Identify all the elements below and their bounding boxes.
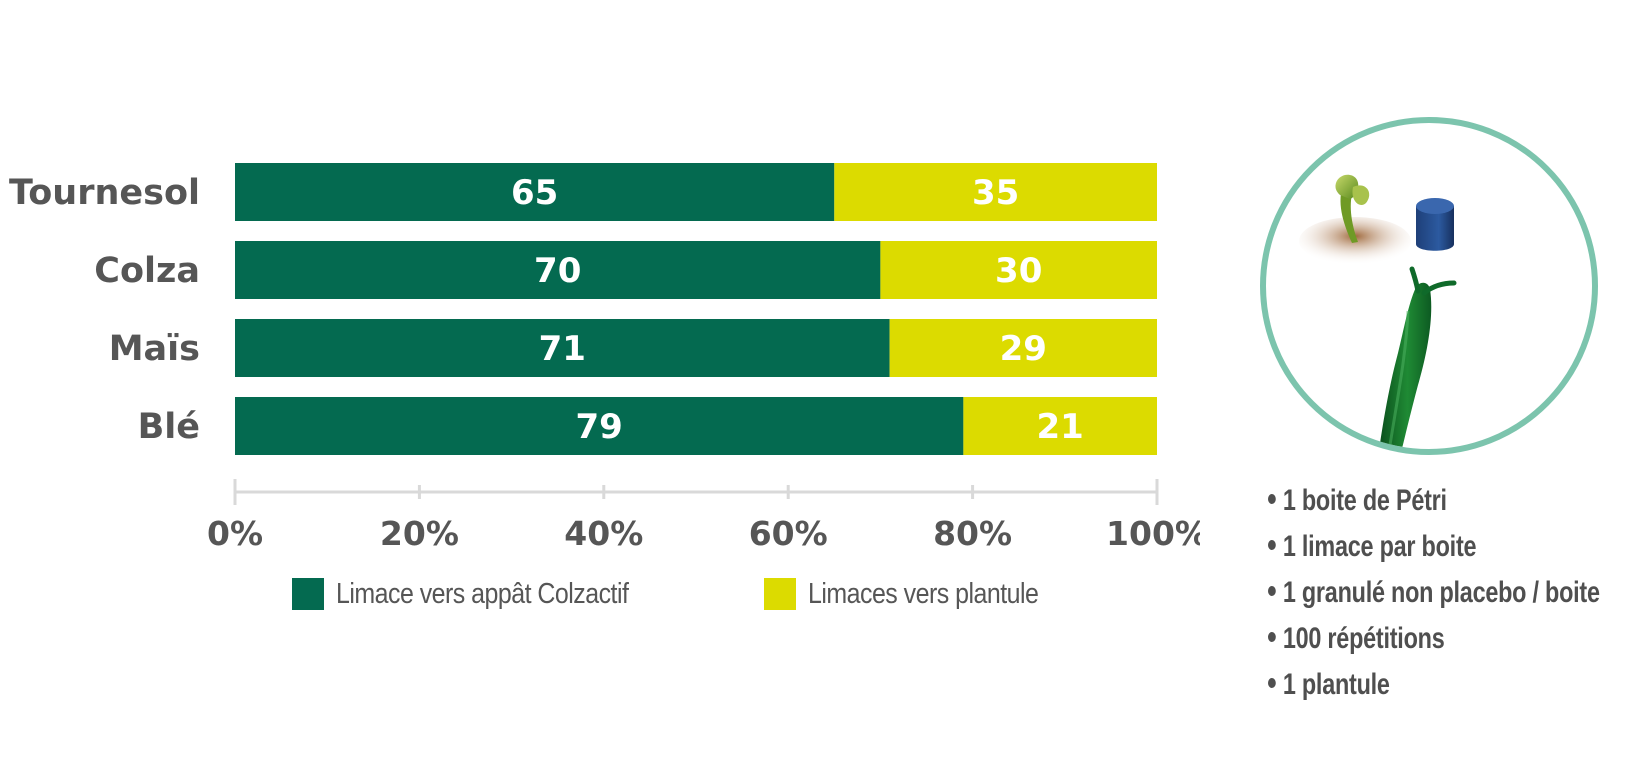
bar-segment xyxy=(235,397,964,455)
bar-segment xyxy=(235,319,890,377)
category-label: Colza xyxy=(94,251,200,291)
legend-item-seedling: Limaces vers plantule xyxy=(764,574,1076,614)
note-item: 1 plantule xyxy=(1268,662,1557,708)
bar-segment xyxy=(834,163,1157,221)
x-tick-label: 40% xyxy=(564,514,643,553)
petri-dish-outline xyxy=(1260,117,1598,455)
data-label: 71 xyxy=(539,329,586,369)
bullet-icon xyxy=(1268,540,1276,551)
bar-segment xyxy=(235,241,881,299)
legend-swatch-seedling xyxy=(764,578,796,610)
data-label: 21 xyxy=(1037,407,1084,447)
data-label: 65 xyxy=(511,173,558,213)
bar-segment xyxy=(963,397,1157,455)
x-tick-label: 20% xyxy=(380,514,459,553)
x-tick-label: 60% xyxy=(749,514,828,553)
data-label: 30 xyxy=(995,251,1042,291)
bar-chart: Tournesol Colza Maïs Blé 65 35 70 30 71 29 79 21 0… xyxy=(9,163,1200,553)
legend-label-seedling: Limaces vers plantule xyxy=(808,577,1039,610)
category-label: Maïs xyxy=(109,329,200,369)
bar-segment xyxy=(235,163,835,221)
note-text: 1 plantule xyxy=(1282,668,1390,701)
note-text: 1 boite de Pétri xyxy=(1282,484,1447,517)
category-label: Tournesol xyxy=(9,173,200,213)
seedling-icon xyxy=(1299,174,1411,265)
bullet-icon xyxy=(1268,586,1276,597)
note-item: 1 granulé non placebo / boite xyxy=(1268,570,1600,616)
bullet-icon xyxy=(1268,632,1276,643)
note-item: 1 limace par boite xyxy=(1268,524,1557,570)
chart-legend: Limace vers appât Colzactif Limaces vers… xyxy=(292,574,1112,614)
note-item: 100 répétitions xyxy=(1268,616,1557,662)
note-item: 1 boite de Pétri xyxy=(1268,478,1557,524)
category-label: Blé xyxy=(138,407,200,447)
x-tick-label: 0% xyxy=(207,514,263,553)
legend-swatch-bait xyxy=(292,578,324,610)
x-tick-label: 100% xyxy=(1106,514,1200,553)
legend-label-bait: Limace vers appât Colzactif xyxy=(336,577,629,610)
petri-dish-illustration xyxy=(1260,117,1598,455)
note-text: 1 limace par boite xyxy=(1282,530,1477,563)
data-label: 79 xyxy=(576,407,623,447)
data-label: 35 xyxy=(972,173,1019,213)
x-tick-label: 80% xyxy=(933,514,1012,553)
legend-item-bait: Limace vers appât Colzactif xyxy=(292,574,676,614)
experiment-notes: 1 boite de Pétri 1 limace par boite 1 gr… xyxy=(1268,478,1638,708)
slug-icon xyxy=(1378,266,1457,449)
bullet-icon xyxy=(1268,494,1276,505)
note-text: 1 granulé non placebo / boite xyxy=(1282,576,1600,609)
note-text: 100 répétitions xyxy=(1282,622,1445,655)
bar-segment xyxy=(889,319,1157,377)
data-label: 29 xyxy=(1000,329,1047,369)
bullet-icon xyxy=(1268,678,1276,689)
bar-segment xyxy=(880,241,1157,299)
bait-pellet-icon xyxy=(1416,198,1454,251)
data-label: 70 xyxy=(534,251,581,291)
